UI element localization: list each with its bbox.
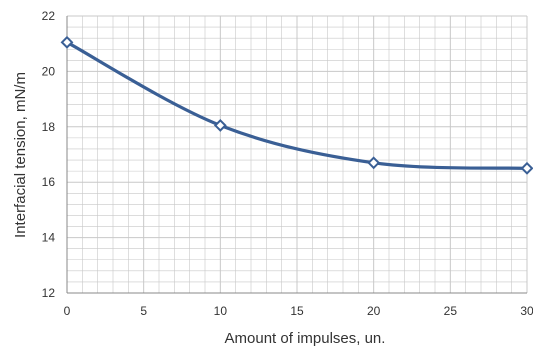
x-tick-label: 5 [140,304,147,318]
x-tick-label: 20 [367,304,381,318]
y-tick-label: 14 [42,231,56,245]
y-tick-label: 18 [42,120,56,134]
x-tick-label: 30 [520,304,533,318]
y-tick-label: 12 [42,286,56,300]
y-tick-label: 20 [42,64,56,78]
data-point-marker [520,161,533,175]
x-tick-label: 15 [290,304,304,318]
x-axis-title: Amount of impulses, un. [225,330,386,347]
y-tick-label: 16 [42,175,56,189]
y-axis-title: Interfacial tension, mN/m [12,72,29,238]
x-tick-label: 10 [214,304,228,318]
data-point-marker [60,35,74,49]
y-tick-label: 22 [42,9,56,23]
x-tick-label: 0 [64,304,71,318]
data-point-marker [213,119,227,132]
tick-labels: 0 5 10 15 20 25 30 12 14 16 18 20 22 [42,9,533,318]
x-tick-label: 25 [444,304,458,318]
data-point-marker [367,156,381,170]
grid [66,15,528,294]
axes [66,16,527,294]
series-line [66,40,528,170]
series [60,35,533,175]
